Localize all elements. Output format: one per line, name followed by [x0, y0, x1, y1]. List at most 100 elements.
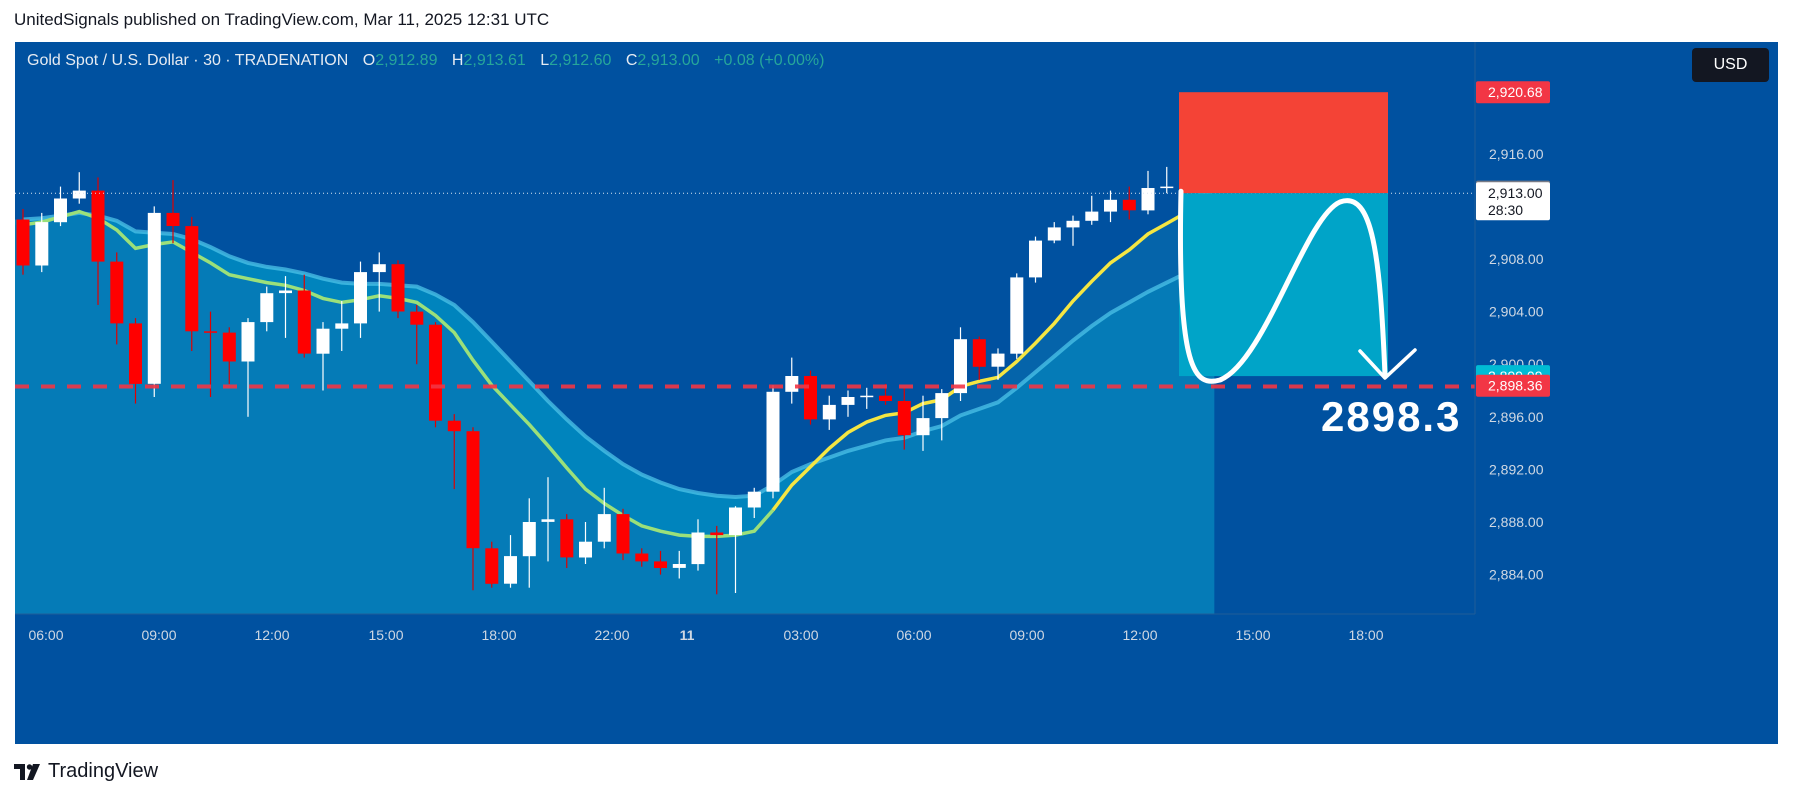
time-tick-label: 03:00: [783, 627, 818, 643]
low-label: L: [540, 52, 550, 69]
candle-body: [447, 420, 461, 432]
close-label: C: [625, 52, 638, 69]
candle: [1047, 222, 1061, 244]
candle: [372, 252, 386, 312]
candle-body: [16, 219, 30, 266]
candle: [841, 390, 855, 417]
candle: [466, 427, 480, 591]
high-value: 2,913.61: [463, 52, 526, 69]
candle: [804, 370, 817, 425]
low-value: 2,912.60: [549, 52, 612, 69]
candle-body: [579, 541, 592, 558]
price-tick-label: 2,884.00: [1489, 567, 1544, 583]
candle: [335, 301, 349, 351]
price-tick-label: 2,888.00: [1489, 514, 1544, 530]
tradingview-brand: TradingView: [48, 760, 159, 782]
candle-body: [279, 290, 292, 294]
candle-body: [35, 222, 49, 266]
candle-body: [1029, 240, 1042, 278]
tradingview-logo[interactable]: TradingView: [14, 760, 158, 783]
candle-body: [429, 324, 442, 421]
candle: [16, 209, 30, 275]
candle: [1122, 186, 1136, 220]
chart-panel[interactable]: 2898.3 2,916.002,912.002,908.002,904.002…: [15, 42, 1778, 744]
candle-body: [954, 339, 967, 394]
stop-loss-zone[interactable]: [1179, 92, 1388, 194]
candle-body: [72, 190, 86, 199]
candle: [1066, 215, 1080, 246]
candle: [316, 322, 330, 391]
publisher-header: UnitedSignals published on TradingView.c…: [14, 10, 550, 29]
projection-arrowhead: [1358, 348, 1417, 380]
candle-body: [1160, 186, 1174, 189]
time-tick-label: 12:00: [254, 627, 289, 643]
candle-body: [860, 395, 874, 398]
candle: [1104, 190, 1117, 223]
price-tag-bg: [1476, 374, 1550, 397]
time-tick-label: 18:00: [1348, 627, 1383, 643]
candle: [1085, 195, 1099, 225]
candle: [166, 180, 180, 244]
candle-body: [766, 391, 780, 492]
candle: [260, 286, 274, 332]
price-tick-label: 2,892.00: [1489, 461, 1544, 477]
candle-body: [879, 395, 892, 401]
tradingview-logo-icon: [14, 763, 40, 780]
price-chart[interactable]: 2898.3 2,916.002,912.002,908.002,904.002…: [15, 42, 1778, 744]
candle: [785, 357, 799, 404]
symbol-name: Gold Spot / U.S. Dollar · 30 · TRADENATI…: [27, 52, 349, 69]
candle: [1029, 236, 1042, 283]
candle-body: [1104, 199, 1117, 212]
candle: [204, 311, 217, 397]
ema-slow-line: [22, 210, 1206, 500]
candle: [916, 395, 930, 451]
candle-body: [729, 507, 742, 536]
candle: [504, 535, 517, 588]
candle: [35, 212, 49, 273]
candle-body: [541, 519, 555, 522]
candle-body: [91, 190, 105, 262]
candle-body: [616, 514, 630, 554]
candle: [129, 318, 142, 404]
candle-body: [672, 564, 686, 568]
change-value: +0.08 (+0.00%): [714, 52, 825, 69]
candle-body: [372, 264, 386, 273]
currency-button[interactable]: USD: [1692, 48, 1769, 82]
projection-curve[interactable]: [1178, 188, 1388, 384]
candle: [147, 206, 161, 397]
candle: [429, 322, 442, 428]
price-tag-label: 2,913.00: [1488, 185, 1543, 201]
open-value: 2,912.89: [375, 52, 438, 69]
time-tick-label: 18:00: [481, 627, 516, 643]
candle-body: [804, 376, 817, 420]
candle-body: [1085, 211, 1099, 221]
time-axis-bg: [15, 614, 1778, 653]
candle-body: [391, 264, 405, 312]
candle-body: [522, 522, 536, 557]
price-tag-bg: [1476, 182, 1550, 221]
open-label: O: [362, 52, 376, 69]
price-tick-label: 2,904.00: [1489, 304, 1544, 320]
candle: [616, 508, 630, 561]
candle: [391, 260, 405, 319]
ema-fast-area: [15, 203, 1215, 614]
candle-body: [691, 532, 705, 565]
candle-body: [504, 556, 517, 584]
take-profit-zone[interactable]: [1179, 193, 1388, 377]
candle: [972, 336, 986, 380]
candle: [91, 177, 105, 305]
candle-body: [222, 332, 236, 362]
candle: [222, 327, 236, 384]
high-label: H: [451, 52, 464, 69]
candle-body: [335, 323, 349, 329]
candle: [241, 318, 255, 417]
candle-body: [260, 293, 274, 323]
candle-body: [354, 272, 367, 324]
candle-body: [991, 353, 1005, 367]
candle-body: [185, 226, 199, 332]
candle: [1160, 166, 1174, 194]
symbol-legend: Gold Spot / U.S. Dollar · 30 · TRADENATI…: [27, 52, 824, 70]
candle-body: [410, 311, 424, 325]
candle-body: [1066, 220, 1080, 228]
candle: [954, 327, 967, 401]
